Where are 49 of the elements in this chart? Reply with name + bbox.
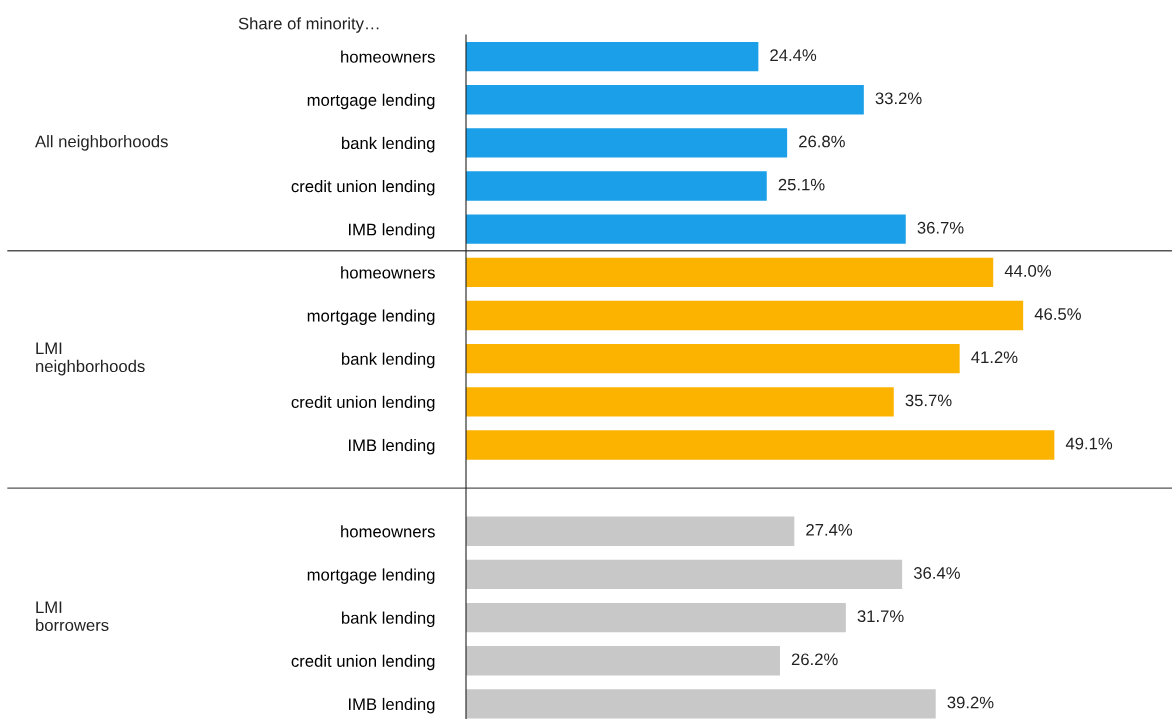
y-tick-label: mortgage lending (307, 93, 435, 110)
data-label: 26.8% (799, 135, 845, 148)
y-tick-label: homeowners (341, 50, 435, 63)
y-tick-label: credit union lending (291, 395, 435, 412)
text: LMI neighborhoods (36, 342, 145, 376)
data-label: 25.1% (778, 178, 825, 191)
y-tick-label: homeowners (341, 525, 435, 538)
bar (466, 689, 936, 719)
data-label: 33.2% (875, 92, 922, 105)
bar (466, 300, 1024, 331)
y-tick-label: credit union lending (291, 654, 435, 671)
text: LMI borrowers (36, 601, 109, 632)
y-tick-label: credit union lending (291, 180, 435, 196)
bar (466, 602, 846, 633)
bar (466, 646, 780, 676)
y-tick-label: bank lending (342, 611, 435, 628)
bar (466, 559, 903, 590)
bar (466, 387, 894, 417)
data-label: 24.4% (770, 49, 817, 61)
data-label: 35.7% (905, 394, 952, 407)
bar (466, 128, 788, 158)
y-tick-label: homeowners (341, 266, 435, 279)
bar (466, 257, 994, 288)
data-label: 39.2% (947, 696, 994, 709)
y-tick-label: IMB lending (348, 697, 435, 714)
data-label: 46.5% (1034, 308, 1081, 320)
bar (466, 516, 795, 546)
data-label: 44.0% (1004, 265, 1051, 277)
y-tick-label: IMB lending (348, 438, 435, 455)
data-label: 36.4% (913, 567, 960, 579)
bar (466, 85, 864, 115)
data-label: 27.4% (806, 523, 853, 536)
data-label: 36.7% (917, 221, 964, 234)
data-label: 41.2% (971, 351, 1018, 364)
data-label: 31.7% (857, 610, 904, 623)
bar (466, 343, 960, 374)
y-tick-label: bank lending (342, 352, 435, 369)
y-tick-label: mortgage lending (307, 309, 435, 325)
bar (466, 214, 906, 244)
y-tick-label: IMB lending (348, 223, 435, 239)
y-tick-label: mortgage lending (307, 568, 435, 584)
bar (466, 171, 767, 201)
bar (466, 430, 1055, 460)
y-tick-label: bank lending (342, 136, 435, 153)
data-label: 26.2% (791, 653, 838, 666)
data-label: 49.1% (1065, 437, 1113, 450)
bar (466, 41, 759, 72)
text: All neighborhoods (35, 135, 168, 151)
text: Share of minority… (238, 17, 379, 33)
